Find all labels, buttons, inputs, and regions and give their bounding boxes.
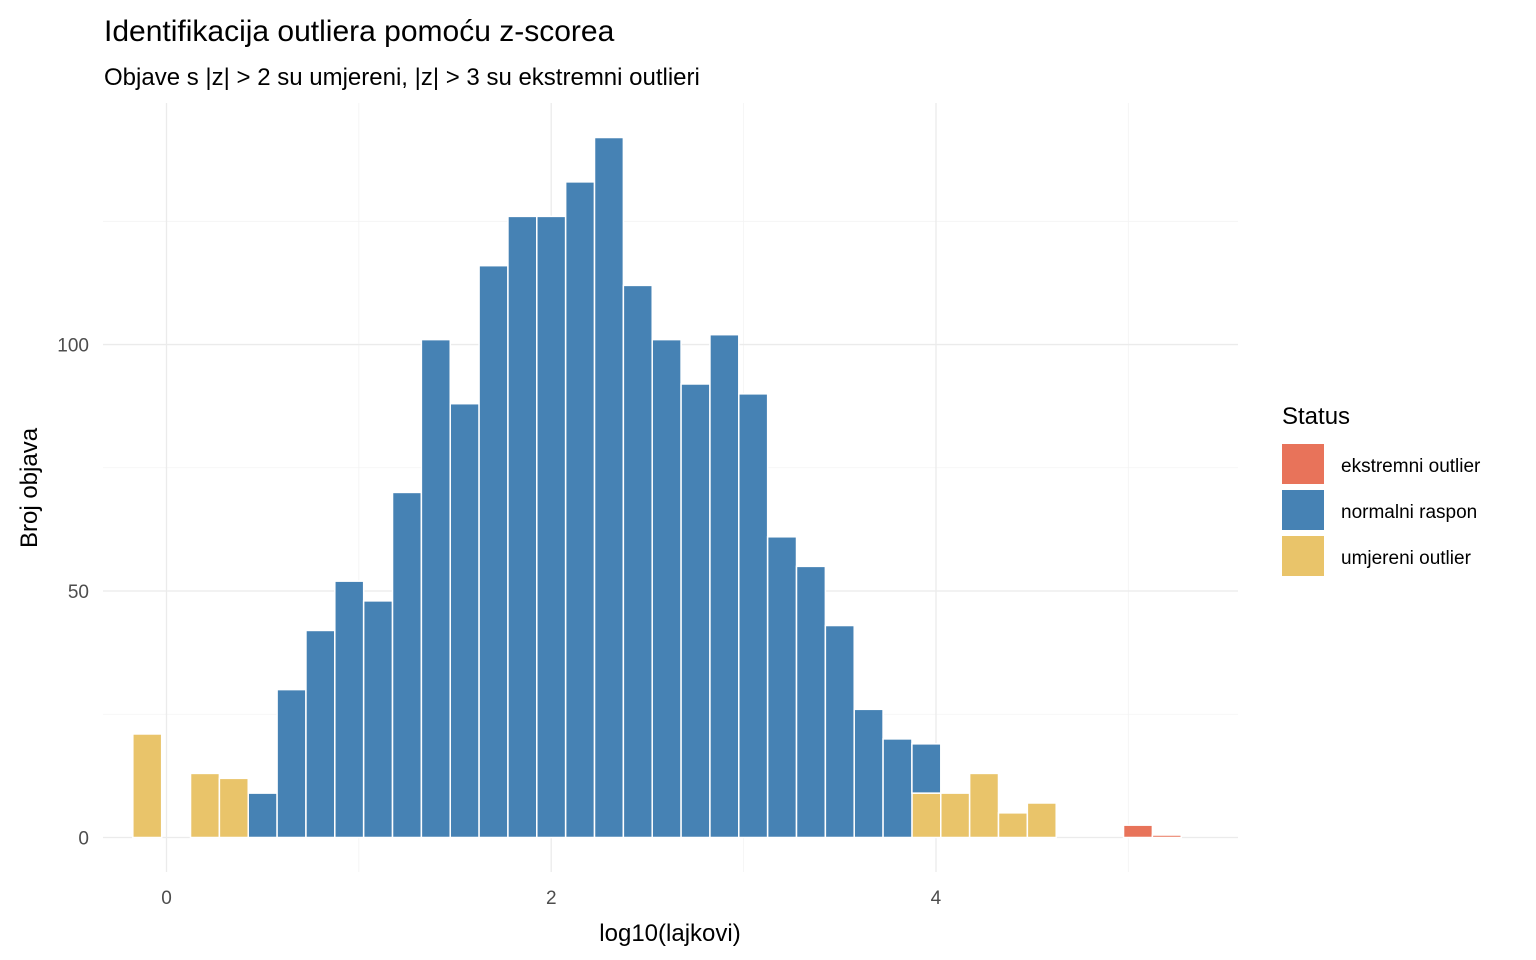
histogram-bar: [449, 402, 480, 839]
legend-label: umjereni outlier: [1341, 548, 1472, 569]
histogram-bar: [593, 136, 625, 839]
histogram-bar: [218, 777, 249, 839]
histogram-bar: [1026, 802, 1057, 839]
legend-key: [1282, 444, 1324, 484]
histogram-bar: [911, 792, 942, 839]
histogram-bar: [507, 215, 538, 839]
histogram-bar: [132, 733, 163, 839]
x-axis-title: log10(lajkovi): [599, 920, 740, 947]
histogram-bar: [1151, 834, 1182, 839]
histogram-bar: [651, 338, 682, 839]
x-tick-label: 0: [161, 888, 172, 909]
y-axis-title: Broj objava: [16, 427, 43, 548]
histogram-bar: [478, 264, 509, 839]
histogram-bar: [622, 284, 653, 839]
histogram-bar: [1122, 824, 1154, 839]
histogram-bar: [305, 629, 336, 839]
histogram-bar: [968, 772, 1000, 839]
histogram-bar: [420, 338, 451, 839]
histogram-bar: [795, 565, 827, 839]
histogram-bar: [911, 743, 942, 794]
histogram-bar: [709, 333, 740, 839]
histogram-bar: [276, 688, 307, 839]
legend-key: [1282, 490, 1324, 530]
histogram-bar: [334, 580, 365, 839]
x-tick-label: 4: [931, 888, 942, 909]
histogram-bar: [680, 383, 711, 839]
y-tick-label: 50: [68, 582, 89, 603]
histogram-bar: [824, 624, 855, 839]
histogram-bar: [997, 812, 1029, 839]
legend-key: [1282, 536, 1324, 576]
histogram-bar: [766, 536, 798, 839]
y-tick-label: 100: [57, 336, 89, 357]
y-tick-label: 0: [78, 828, 89, 849]
legend: Status ekstremni outlier normalni raspon u…: [1282, 403, 1481, 576]
tick-labels: 0 2 4 0 50 100: [57, 336, 941, 909]
histogram-bar: [853, 708, 884, 839]
legend-label: normalni raspon: [1341, 502, 1477, 523]
legend-title: Status: [1282, 403, 1350, 430]
histogram-bar: [536, 215, 567, 839]
x-tick-label: 2: [546, 888, 557, 909]
histogram-bar: [940, 792, 971, 839]
histogram-bar: [247, 792, 278, 839]
chart-subtitle: Objave s |z| > 2 su umjereni, |z| > 3 su…: [104, 64, 700, 91]
bars: [132, 136, 1182, 839]
histogram-bar: [738, 393, 769, 839]
histogram-bar: [391, 491, 423, 839]
histogram-bar: [189, 772, 221, 839]
chart-title: Identifikacija outliera pomoću z-scorea: [104, 15, 615, 48]
histogram-bar: [564, 181, 596, 839]
legend-label: ekstremni outlier: [1341, 456, 1481, 477]
histogram-bar: [882, 738, 913, 839]
histogram-bar: [362, 600, 394, 839]
